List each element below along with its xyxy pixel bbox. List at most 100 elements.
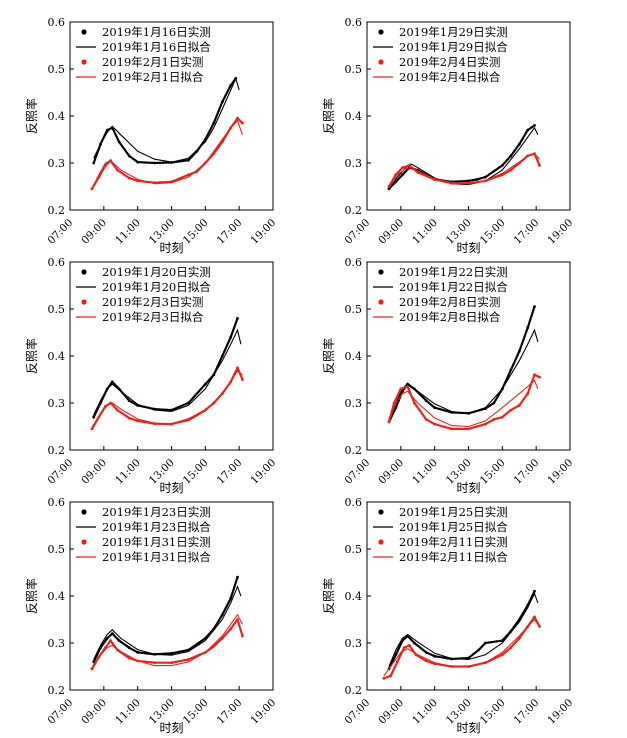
measured-point <box>127 399 131 402</box>
x-tick-label: 17:00 <box>215 697 245 727</box>
measured-point <box>105 636 109 640</box>
legend-label: 2019年2月4日实测 <box>399 55 500 69</box>
legend-marker-point <box>378 269 384 275</box>
measured-point <box>517 404 521 407</box>
measured-point <box>153 161 157 165</box>
measured-trace-series-3 <box>90 617 244 671</box>
measured-point <box>203 382 207 386</box>
measured-point <box>406 385 409 388</box>
x-tick-label: 15:00 <box>181 457 211 487</box>
x-tick-label: 07:00 <box>45 217 75 247</box>
measured-point <box>241 634 244 638</box>
measured-point <box>433 406 437 410</box>
x-tick-label: 11:00 <box>410 697 440 727</box>
y-tick-label: 0.4 <box>48 110 66 123</box>
measured-point <box>90 667 94 671</box>
x-axis-label: 时刻 <box>159 721 183 735</box>
plot-data <box>90 575 244 671</box>
measured-point <box>117 639 121 642</box>
y-tick-label: 0.3 <box>48 157 66 170</box>
measured-point <box>538 164 541 167</box>
legend-label: 2019年1月25日拟合 <box>399 520 508 534</box>
legend-marker-point <box>378 509 384 515</box>
x-tick-label: 11:00 <box>113 697 143 727</box>
x-tick-label: 15:00 <box>478 697 508 727</box>
measured-point <box>526 392 530 395</box>
measured-point <box>517 142 521 146</box>
measured-point <box>538 375 541 379</box>
measured-point <box>229 627 233 631</box>
x-tick-label: 15:00 <box>181 217 211 247</box>
plot-data <box>90 317 244 431</box>
x-tick-label: 17:00 <box>512 697 542 727</box>
legend-label: 2019年1月31日实测 <box>102 535 211 549</box>
measured-point <box>396 660 399 664</box>
measured-point <box>110 632 114 635</box>
measured-point <box>236 618 239 621</box>
chart-panel-3: 0.20.30.40.50.607:00 09:00 11:00 13:00 15:00… <box>24 256 278 495</box>
measured-point <box>90 427 94 431</box>
fit-line-series-4 <box>383 618 540 677</box>
y-tick-label: 0.3 <box>345 397 363 410</box>
fit-line-series-4 <box>91 119 244 190</box>
measured-point <box>401 166 404 170</box>
measured-point <box>433 654 437 658</box>
measured-point <box>533 305 536 308</box>
y-tick-label: 0.4 <box>48 590 66 603</box>
legend-marker-point <box>81 269 87 275</box>
y-axis-label: 反照率 <box>24 98 39 134</box>
x-tick-label: 19:00 <box>248 217 278 247</box>
measured-trace-series-3 <box>387 373 541 430</box>
legend-label: 2019年1月16日拟合 <box>102 40 211 54</box>
measured-point <box>533 589 536 593</box>
measured-point <box>492 401 496 405</box>
measured-point <box>110 380 114 384</box>
measured-point <box>424 651 428 654</box>
measured-point <box>236 116 239 120</box>
legend-marker-point <box>378 59 384 65</box>
measured-point <box>220 100 224 104</box>
measured-point <box>526 128 530 132</box>
measured-point <box>387 420 391 424</box>
y-tick-label: 0.5 <box>345 303 363 316</box>
measured-point <box>500 415 504 419</box>
measured-point <box>475 178 479 181</box>
x-tick-label: 15:00 <box>181 697 211 727</box>
fit-line-series-2 <box>388 328 539 420</box>
x-tick-label: 19:00 <box>545 457 575 487</box>
legend-label: 2019年2月8日拟合 <box>399 310 501 324</box>
measured-point <box>241 121 244 125</box>
x-tick-label: 19:00 <box>545 217 575 247</box>
measured-point <box>484 175 487 179</box>
plot-data <box>382 589 541 680</box>
x-tick-label: 11:00 <box>113 457 143 487</box>
measured-point <box>220 636 224 640</box>
chart-panel-2: 0.20.30.40.50.607:00 09:00 11:00 13:00 15:00… <box>321 16 575 255</box>
measured-point <box>229 335 233 339</box>
y-tick-label: 0.6 <box>345 256 363 269</box>
measured-point <box>424 659 428 663</box>
y-tick-label: 0.2 <box>345 444 363 457</box>
chart-panel-4: 0.20.30.40.50.607:00 09:00 11:00 13:00 15:00… <box>321 256 575 495</box>
x-tick-label: 07:00 <box>342 217 372 247</box>
measured-point <box>394 406 398 410</box>
legend-label: 2019年1月23日拟合 <box>102 520 211 534</box>
measured-point <box>241 378 244 381</box>
measured-point <box>127 176 131 180</box>
measured-point <box>136 179 140 183</box>
y-tick-label: 0.4 <box>345 110 363 123</box>
measured-point <box>229 597 233 600</box>
y-tick-label: 0.2 <box>48 204 66 217</box>
measured-point <box>109 639 112 642</box>
plot-data <box>387 124 541 191</box>
measured-point <box>382 676 386 680</box>
chart-panel-5: 0.20.30.40.50.607:00 09:00 11:00 13:00 15:00… <box>24 496 278 735</box>
measured-trace-series-3 <box>90 365 244 430</box>
x-axis-label: 时刻 <box>159 481 183 495</box>
x-tick-label: 19:00 <box>248 457 278 487</box>
y-axis-label: 反照率 <box>321 578 336 614</box>
x-axis-label: 时刻 <box>456 721 480 735</box>
measured-point <box>517 636 521 640</box>
x-axis-label: 时刻 <box>456 241 480 255</box>
